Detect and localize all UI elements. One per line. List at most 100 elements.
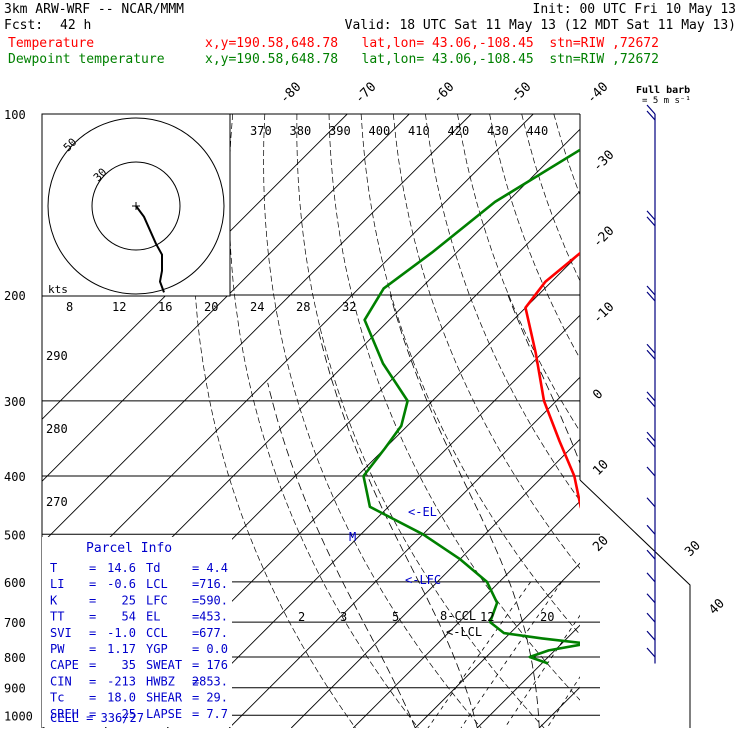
parcel-key-svi: SVI <box>50 626 72 640</box>
theta-label-370: 370 <box>250 124 272 138</box>
parcel-key-shear: SHEAR <box>146 691 183 705</box>
barb-flag <box>646 437 656 448</box>
dry-adiabat-410 <box>714 114 740 728</box>
parcel-value-cin: -213 <box>107 674 136 688</box>
parcel-key-sreh: SREH <box>50 707 79 721</box>
barb-legend-title: Full barb <box>636 85 690 96</box>
hodograph-speed-label-32: 32 <box>342 300 356 314</box>
parcel-eq: = <box>192 577 199 591</box>
dry-adiabat-270 <box>263 114 482 728</box>
parcel-key-sweat: SWEAT <box>146 658 182 672</box>
wind-barb-250 <box>646 343 656 360</box>
isotherm--10 <box>414 562 580 728</box>
pressure-label-200: 200 <box>4 289 26 303</box>
sounding-traces <box>362 148 580 665</box>
parcel-value-sreh: 25 <box>122 707 136 721</box>
parcel-key-cape: CAPE <box>50 658 79 672</box>
barb-flag <box>646 397 656 408</box>
moist-adiabat-40 <box>725 295 740 728</box>
parcel-value-pw: 1.17 <box>107 642 136 656</box>
isotherm-40 <box>725 114 740 728</box>
parcel-value-lfc: 590. <box>199 593 228 607</box>
barb-flag <box>646 549 656 560</box>
isotherm-label--70: -70 <box>352 80 379 107</box>
moist-adiabat-10 <box>390 294 540 728</box>
parcel-value-sweat: 176 <box>206 658 228 672</box>
isotherm-label-10: 10 <box>590 457 612 479</box>
parcel-eq: = <box>192 642 199 656</box>
parcel-eq: = <box>192 593 199 607</box>
hodograph-speed-label-12: 12 <box>112 300 126 314</box>
parcel-value-shear: 29. <box>206 691 228 705</box>
isotherm--120 <box>42 114 348 420</box>
dry-adiabat-250 <box>192 114 356 728</box>
hodograph-speed-label-8: 8 <box>66 300 73 314</box>
isotherm-label--10: -10 <box>590 300 617 327</box>
hodograph-speed-label-20: 20 <box>204 300 218 314</box>
model-title: 3km ARW-WRF -- NCAR/MMM <box>4 2 185 17</box>
parcel-key-t: T <box>50 561 57 575</box>
isotherm-label--20: -20 <box>590 224 617 251</box>
parcel-value-lapse: 7.7 <box>206 707 228 721</box>
barb-flag <box>646 210 656 221</box>
parcel-eq: = <box>89 626 96 640</box>
parcel-eq: = <box>192 691 199 705</box>
barb-flag <box>646 572 656 583</box>
isotherm--110 <box>42 114 410 482</box>
pressure-label-400: 400 <box>4 470 26 484</box>
parcel-value-svi: -1.0 <box>107 626 136 640</box>
barb-flag <box>646 110 656 121</box>
moist-adiabat--10 <box>267 382 416 728</box>
dry-adiabat-390 <box>650 114 740 728</box>
parcel-eq: = <box>192 610 199 624</box>
dewpoint-legend-location: x,y=190.58,648.78 lat,lon= 43.06,-108.45… <box>205 52 659 67</box>
forecast-label: Fcst: <box>4 18 44 33</box>
hodograph-trace <box>135 205 165 293</box>
parcel-eq: = <box>89 577 96 591</box>
mixing-ratio-lines <box>427 581 678 728</box>
dry-adiabat-lines <box>192 114 740 728</box>
parcel-eq: = <box>192 626 199 640</box>
isotherm-label-30: 30 <box>682 538 704 560</box>
theta-left-label-270: 270 <box>46 495 68 509</box>
isotherm-label-0: 0 <box>590 387 606 403</box>
parcel-m-marker: M <box>349 530 356 544</box>
isotherm-label--50: -50 <box>507 80 534 107</box>
mixing-ratio-label-20: 20 <box>540 610 554 624</box>
dry-adiabat-280 <box>296 114 545 728</box>
lcl-marker: <-LCL <box>446 625 482 639</box>
barb-flag <box>646 466 656 477</box>
wind-barb-200 <box>646 285 656 302</box>
ccl-marker: 8-CCL <box>440 609 476 623</box>
dewpoint-trace <box>362 148 580 665</box>
moist-adiabat-0 <box>318 331 478 728</box>
parcel-value-t: 14.6 <box>107 561 136 575</box>
wind-barb-650 <box>646 593 656 604</box>
temperature-trace <box>524 251 580 509</box>
barb-flag <box>646 612 656 623</box>
parcel-eq: = <box>89 674 96 688</box>
parcel-eq: = <box>192 707 199 721</box>
parcel-key-lcl: LCL <box>146 577 168 591</box>
isotherm--50 <box>166 314 580 728</box>
wind-barb-400 <box>646 466 656 477</box>
parcel-key-lfc: LFC <box>146 593 168 607</box>
parcel-info-title: Parcel Info <box>86 541 172 556</box>
mixing-ratio-label-2: 2 <box>298 610 305 624</box>
dry-adiabat-300 <box>360 114 580 636</box>
temperature-legend-location: x,y=190.58,648.78 lat,lon= 43.06,-108.45… <box>205 36 659 51</box>
parcel-value-td: 4.4 <box>206 561 228 575</box>
theta-label-380: 380 <box>290 124 312 138</box>
isotherm--20 <box>352 500 580 728</box>
mixing-ratio-12 <box>585 582 678 728</box>
pressure-label-300: 300 <box>4 395 26 409</box>
pressure-label-600: 600 <box>4 576 26 590</box>
isotherm--30 <box>290 438 580 728</box>
barb-flag <box>646 593 656 604</box>
parcel-eq: = <box>89 707 96 721</box>
parcel-key-td: Td <box>146 561 160 575</box>
barb-flag <box>646 497 656 508</box>
wind-barb-350 <box>646 431 656 448</box>
dry-adiabat-260 <box>228 114 419 728</box>
barb-flag <box>646 630 656 641</box>
